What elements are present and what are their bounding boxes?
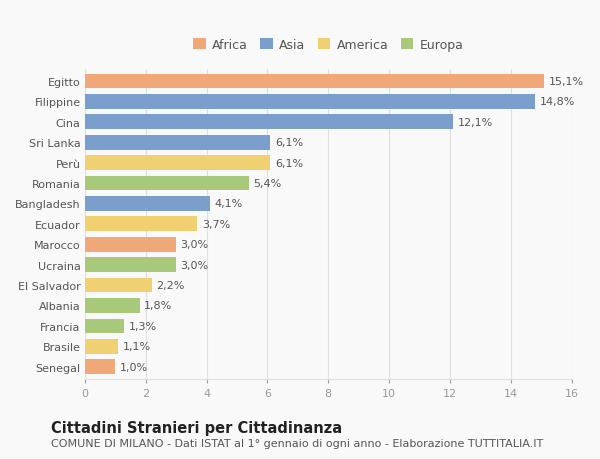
Text: Cittadini Stranieri per Cittadinanza: Cittadini Stranieri per Cittadinanza (51, 420, 342, 435)
Text: 1,8%: 1,8% (144, 301, 172, 311)
Text: 6,1%: 6,1% (275, 138, 303, 148)
Bar (85, 196, 209, 211)
Text: 1,1%: 1,1% (123, 341, 151, 352)
Bar (85, 359, 115, 374)
Bar (85, 95, 535, 109)
Bar (85, 298, 140, 313)
Text: 1,0%: 1,0% (120, 362, 148, 372)
Text: 14,8%: 14,8% (540, 97, 575, 107)
Legend: Africa, Asia, America, Europa: Africa, Asia, America, Europa (193, 39, 463, 51)
Text: 4,1%: 4,1% (214, 199, 242, 209)
Text: 3,0%: 3,0% (181, 240, 209, 250)
Bar (85, 156, 271, 171)
Bar (85, 339, 118, 354)
Bar (85, 74, 544, 89)
Bar (85, 176, 249, 191)
Bar (85, 217, 197, 232)
Text: 3,0%: 3,0% (181, 260, 209, 270)
Text: 5,4%: 5,4% (254, 179, 282, 189)
Text: 1,3%: 1,3% (129, 321, 157, 331)
Bar (85, 115, 453, 130)
Bar (85, 258, 176, 272)
Bar (85, 135, 271, 150)
Text: 3,7%: 3,7% (202, 219, 230, 230)
Bar (85, 278, 152, 293)
Bar (85, 237, 176, 252)
Text: 2,2%: 2,2% (157, 280, 185, 291)
Text: COMUNE DI MILANO - Dati ISTAT al 1° gennaio di ogni anno - Elaborazione TUTTITAL: COMUNE DI MILANO - Dati ISTAT al 1° genn… (51, 438, 543, 448)
Bar (85, 319, 124, 334)
Text: 6,1%: 6,1% (275, 158, 303, 168)
Text: 15,1%: 15,1% (549, 77, 584, 87)
Text: 12,1%: 12,1% (458, 118, 493, 128)
